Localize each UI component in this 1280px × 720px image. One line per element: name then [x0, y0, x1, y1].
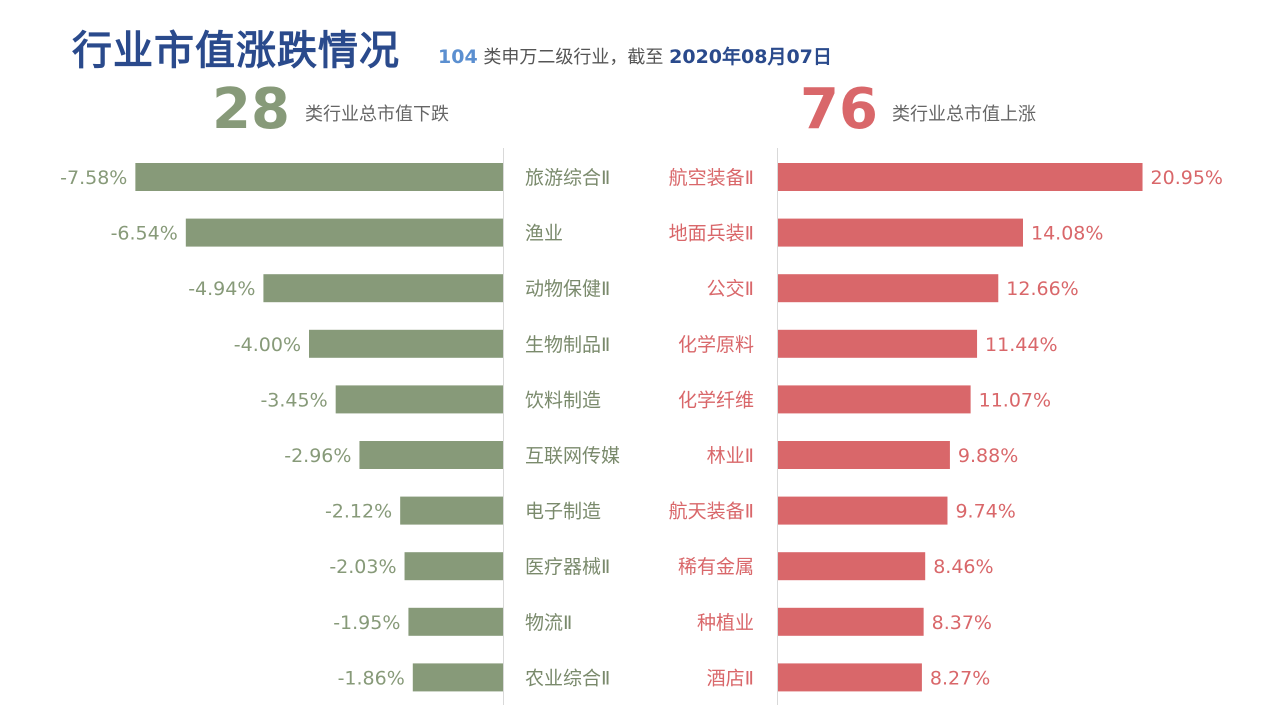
bar-down-value-6: -2.96% — [284, 445, 351, 467]
bar-up-2 — [778, 218, 1023, 247]
category-down-3: 动物保健Ⅱ — [525, 278, 610, 300]
page-title: 行业市值涨跌情况 — [72, 28, 400, 74]
category-up-1: 航空装备Ⅱ — [669, 167, 754, 189]
bar-up-value-10: 8.27% — [930, 667, 990, 689]
bar-down-5 — [335, 385, 503, 414]
down-count-label: 类行业总市值下跌 — [305, 104, 449, 125]
bar-down-value-5: -3.45% — [260, 389, 327, 411]
bar-down-value-10: -1.86% — [338, 667, 405, 689]
bar-down-4 — [309, 329, 503, 358]
page-subtitle: 104 类申万二级行业，截至 2020年08月07日 — [438, 42, 832, 69]
bar-up-value-7: 9.74% — [955, 501, 1015, 523]
category-up-2: 地面兵装Ⅱ — [669, 223, 754, 245]
bar-down-1 — [135, 163, 503, 191]
category-up-5: 化学纤维 — [678, 389, 754, 411]
bar-down-7 — [400, 496, 503, 525]
category-up-8: 稀有金属 — [678, 556, 754, 578]
down-count: 28 — [212, 77, 290, 142]
bar-down-2 — [185, 218, 503, 247]
bar-down-value-4: -4.00% — [234, 334, 301, 356]
bar-down-value-9: -1.95% — [333, 612, 400, 634]
bar-up-value-9: 8.37% — [932, 612, 992, 634]
bar-up-value-6: 9.88% — [958, 445, 1018, 467]
bar-up-10 — [778, 663, 922, 692]
category-down-5: 饮料制造 — [525, 389, 601, 411]
category-down-2: 渔业 — [525, 223, 563, 245]
bar-up-5 — [778, 385, 971, 414]
bar-down-6 — [359, 441, 503, 469]
bar-up-value-5: 11.07% — [979, 389, 1051, 411]
up-count-label: 类行业总市值上涨 — [892, 104, 1036, 125]
bar-down-3 — [263, 274, 503, 303]
bar-down-value-3: -4.94% — [188, 278, 255, 300]
category-down-7: 电子制造 — [525, 501, 601, 523]
category-down-9: 物流Ⅱ — [525, 612, 572, 634]
category-up-6: 林业Ⅱ — [707, 445, 754, 467]
bar-up-value-4: 11.44% — [985, 334, 1057, 356]
bar-up-3 — [778, 274, 999, 303]
up-count: 76 — [800, 77, 878, 142]
category-down-1: 旅游综合Ⅱ — [525, 167, 610, 189]
category-up-9: 种植业 — [697, 612, 754, 634]
bar-up-4 — [778, 329, 978, 358]
bar-down-value-7: -2.12% — [325, 501, 392, 523]
category-up-4: 化学原料 — [678, 334, 754, 356]
category-up-3: 公交Ⅱ — [707, 278, 754, 300]
bar-down-9 — [408, 607, 503, 636]
category-down-4: 生物制品Ⅱ — [525, 334, 610, 356]
as-of-date: 2020年08月07日 — [669, 46, 832, 68]
bar-up-value-2: 14.08% — [1031, 223, 1103, 245]
category-down-10: 农业综合Ⅱ — [525, 667, 610, 689]
bar-up-6 — [778, 441, 950, 469]
category-up-7: 航天装备Ⅱ — [669, 501, 754, 523]
bar-down-value-8: -2.03% — [329, 556, 396, 578]
category-up-10: 酒店Ⅱ — [707, 667, 754, 689]
bar-up-value-8: 8.46% — [933, 556, 993, 578]
subtitle-text: 类申万二级行业，截至 — [477, 47, 670, 68]
bar-down-value-1: -7.58% — [60, 167, 127, 189]
industry-count: 104 — [438, 46, 478, 68]
bar-down-value-2: -6.54% — [111, 223, 178, 245]
bar-up-7 — [778, 496, 948, 525]
bar-up-1 — [778, 163, 1143, 191]
bar-up-8 — [778, 552, 926, 581]
category-down-8: 医疗器械Ⅱ — [525, 556, 610, 578]
bar-down-10 — [412, 663, 503, 692]
bar-up-9 — [778, 607, 924, 636]
bar-down-8 — [404, 552, 503, 581]
bar-up-value-1: 20.95% — [1151, 167, 1223, 189]
category-down-6: 互联网传媒 — [525, 445, 620, 467]
bar-up-value-3: 12.66% — [1006, 278, 1078, 300]
